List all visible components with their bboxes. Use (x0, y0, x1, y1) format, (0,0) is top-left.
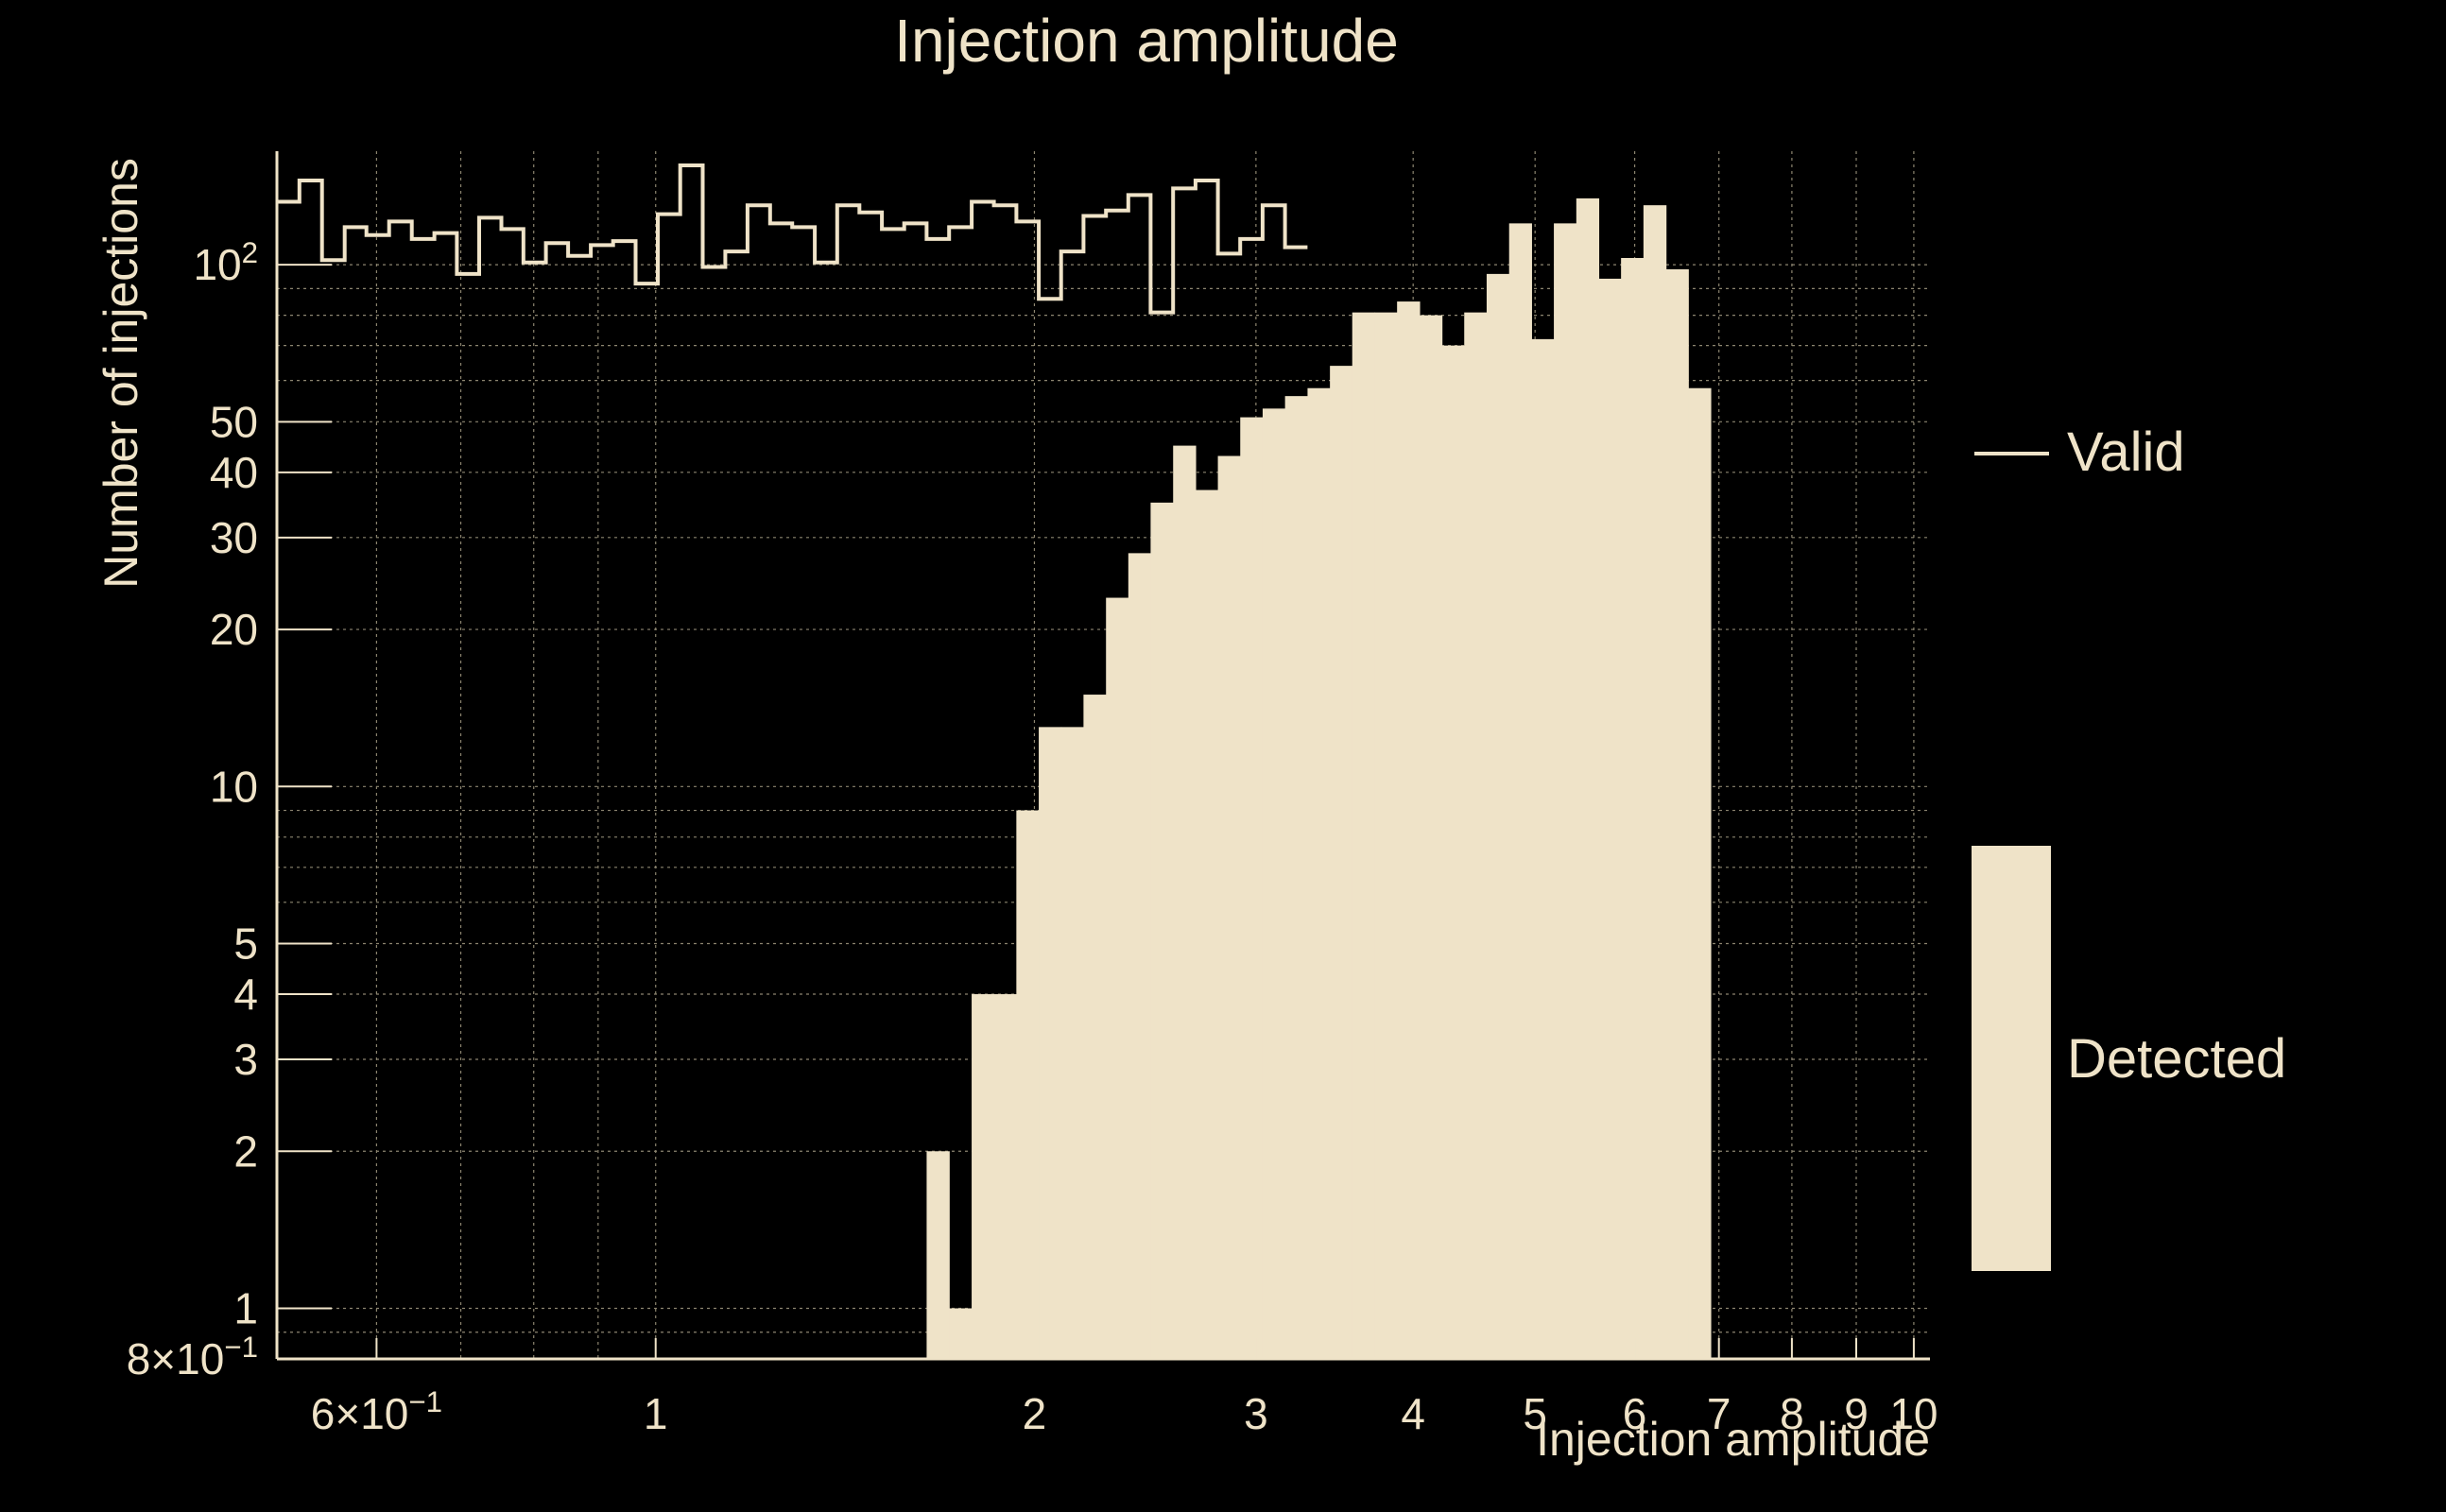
legend-valid-label: Valid (2067, 421, 2185, 483)
y-tick-label: 2 (233, 1126, 258, 1176)
detected-bar (1576, 198, 1600, 1360)
detected-series (926, 198, 1712, 1360)
detected-bar (1441, 345, 1465, 1360)
detected-bar (1195, 490, 1219, 1359)
x-tick-label: 8 (1780, 1389, 1804, 1438)
detected-bar (1598, 278, 1622, 1359)
detected-bar (1554, 223, 1577, 1360)
detected-bar (1016, 810, 1040, 1359)
y-tick-label: 3 (233, 1035, 258, 1084)
x-tick-label: 2 (1023, 1389, 1047, 1438)
y-tick-label: 8×10−1 (127, 1331, 258, 1383)
y-tick-label: 10 (210, 762, 258, 811)
x-tick-label: 7 (1707, 1389, 1731, 1438)
valid-series (277, 163, 1308, 315)
detected-bar (1374, 312, 1398, 1360)
detected-bar (1643, 205, 1667, 1359)
detected-bar (1665, 268, 1689, 1360)
x-tick-label: 5 (1523, 1389, 1547, 1438)
y-axis-label: Number of injections (95, 158, 147, 589)
x-tick-label: 9 (1844, 1389, 1869, 1438)
detected-bar (1217, 455, 1241, 1360)
detected-bar (1173, 445, 1197, 1360)
x-tick-label: 10 (1889, 1389, 1938, 1438)
detected-bar (972, 994, 995, 1359)
detected-bar (1397, 301, 1421, 1359)
y-tick-label: 40 (210, 448, 258, 497)
detected-bar (1307, 387, 1331, 1360)
detected-bar (1688, 387, 1712, 1360)
x-tick-label: 4 (1401, 1389, 1425, 1438)
chart-title: Injection amplitude (894, 7, 1399, 75)
detected-bar (1240, 417, 1264, 1360)
detected-bar (1284, 396, 1309, 1359)
detected-bar (949, 1308, 973, 1359)
detected-bar (1060, 727, 1084, 1359)
detected-bar (1106, 597, 1129, 1359)
legend: Valid Detected (1972, 421, 2286, 1271)
detected-bar (1083, 695, 1107, 1359)
x-axis-label: Injection amplitude (1536, 1413, 1930, 1466)
y-tick-label: 5 (233, 919, 258, 969)
detected-bar (1039, 727, 1062, 1359)
y-tick-label: 4 (233, 970, 258, 1019)
detected-bar (1508, 223, 1532, 1360)
x-tick-label: 6×10−1 (311, 1385, 442, 1438)
x-tick-label: 1 (644, 1389, 668, 1438)
detected-bar (1128, 553, 1152, 1359)
y-tick-label: 30 (210, 513, 258, 562)
detected-bar (1464, 312, 1488, 1360)
detected-bar (926, 1151, 950, 1359)
x-tick-labels: 6×10−1 1 2 3 4 5 6 7 8 9 10 (311, 1385, 1938, 1438)
detected-bar (1486, 273, 1510, 1360)
valid-step-line (277, 163, 1308, 315)
detected-bar (993, 994, 1017, 1359)
detected-bar (1150, 502, 1174, 1359)
detected-bar (1419, 315, 1443, 1360)
detected-bar (1262, 408, 1286, 1359)
x-tick-label: 6 (1623, 1389, 1647, 1438)
legend-detected-label: Detected (2067, 1028, 2286, 1090)
detected-bar (1330, 366, 1353, 1359)
y-tick-label: 102 (193, 236, 258, 289)
y-tick-label: 50 (210, 397, 258, 446)
axes (275, 151, 1930, 1361)
detected-bar (1531, 338, 1555, 1360)
detected-bar (1621, 258, 1645, 1360)
legend-detected-swatch (1972, 846, 2051, 1271)
detected-bar (1352, 312, 1376, 1360)
y-tick-label: 20 (210, 605, 258, 654)
y-tick-label: 1 (233, 1283, 258, 1332)
x-tick-label: 3 (1244, 1389, 1268, 1438)
